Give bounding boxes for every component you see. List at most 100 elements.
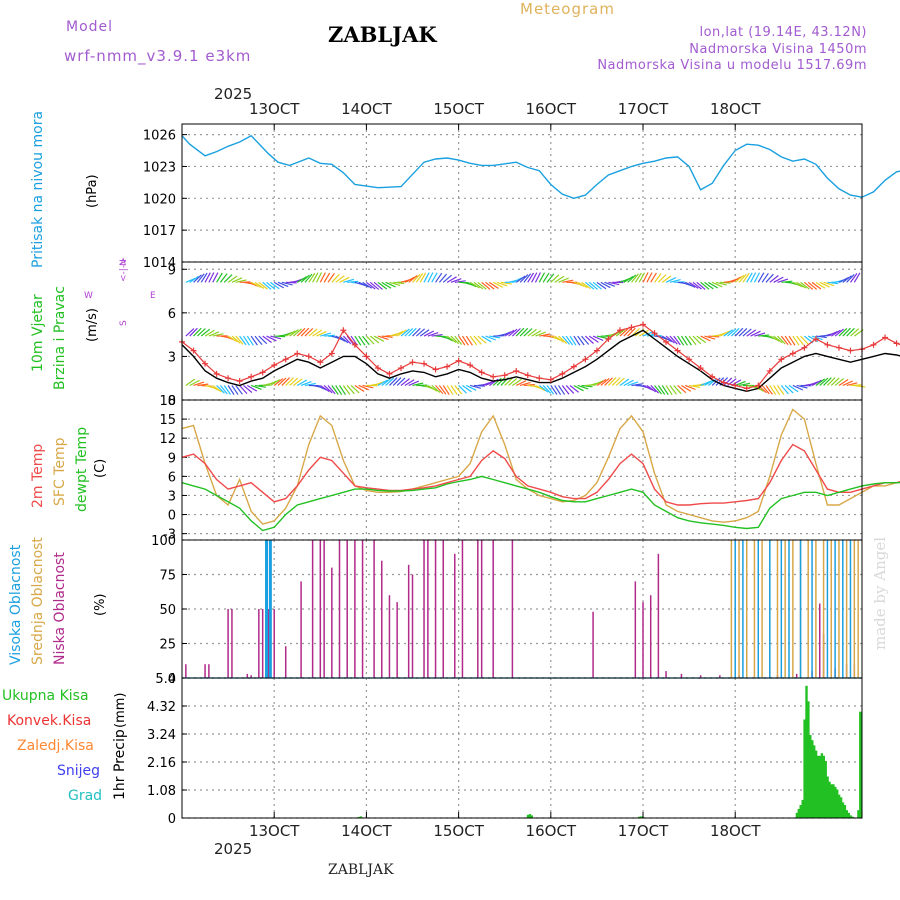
wind-arrow [554,385,562,396]
y-tick-label: 9 [168,451,176,466]
wind-arrow [600,281,611,289]
sfc-temp-line [181,408,900,525]
wind-arrow [634,272,642,283]
precip-bar [528,814,532,818]
wind-arrow [415,328,425,337]
wind-arrow [723,377,733,386]
wind-arrow [646,384,657,393]
wind-arrow [557,385,566,395]
wind-arrow [727,328,737,337]
y-tick-label: 0 [168,509,176,524]
wind-arrow [562,279,574,283]
wind-arrow [204,329,215,337]
wind-arrow [569,335,577,346]
wind-gust-marker [202,360,209,367]
wind-arrow [508,377,518,386]
wind-arrow [842,275,852,283]
wind-arrow [235,385,243,395]
wind-arrow [842,327,851,337]
precip-bar [849,815,852,818]
wind-arrow [581,281,591,290]
wind-arrow [642,272,649,283]
wind-arrow [312,272,319,283]
wind-gust-marker [432,366,439,373]
wind-arrow [216,385,225,394]
wind-arrow [849,273,858,283]
wind-arrow [270,281,280,290]
wind-arrow [708,335,720,338]
wind-arrow [527,272,535,283]
wind-gust-marker [778,356,785,363]
wind-arrow [466,384,477,391]
wind-gust-marker [513,367,520,374]
wind-arrow [731,276,742,283]
wind-arrow [508,328,518,337]
mid-cloud-label: Srednja Oblacnost [30,537,46,665]
wind-arrow [608,281,620,286]
wind-arrow [427,332,439,337]
wind-arrow [819,281,830,288]
precip-bar [839,797,843,818]
wind-arrow [619,328,629,337]
wind-arrow [281,281,293,286]
wind-arrow [519,381,531,387]
precip-bar [816,755,820,818]
wind-arrow [239,335,247,346]
wind-arrow [515,380,527,387]
wind-arrow [688,335,697,346]
precip-bar [847,812,850,818]
y-tick-label: 3.24 [147,728,176,743]
wind-gust-marker [444,363,451,370]
wind-arrow [208,272,215,283]
wind-arrow [254,281,265,289]
wind-arrow [189,327,198,337]
wind-gust-marker [490,373,497,380]
wind-arrow [504,377,514,386]
wind-arrow [615,377,625,386]
time-label-bottom: 13OCT [249,822,300,840]
wind-arrow [450,278,462,283]
wind-gust-marker [397,365,404,372]
dewpt-panel-label: dewpt Temp [74,427,90,512]
wind-arrow [500,331,512,337]
wind-gust-marker [374,365,381,372]
wind-arrow [665,385,673,396]
wind-arrow [227,335,238,343]
time-label-bottom: 18OCT [710,822,761,840]
wind-arrow [511,328,521,337]
wind-arrow [189,379,200,387]
precip-bar [834,786,837,818]
wind-arrow [723,329,734,337]
wind-arrow [689,384,701,388]
pressure-unit-label: (hPa) [85,174,100,208]
time-label-bottom: 14OCT [341,822,392,840]
wind-arrow [473,335,482,345]
y-tick-label: 9 [168,263,176,278]
wind-arrow [373,281,383,290]
wind-arrow [231,277,243,283]
wind-arrow [300,327,310,337]
year-label-top: 2025 [214,85,252,103]
wind-gust-marker [570,363,577,370]
t2m-panel-label: 2m Temp [30,444,46,508]
wind-arrow [304,327,314,337]
wind-arrow [627,381,639,387]
y-tick-label: 6 [168,307,176,322]
wind-arrow [604,377,613,386]
wind-arrow [784,385,794,394]
y-tick-label: 1014 [143,256,176,271]
y-tick-label: 12 [159,432,176,447]
wind-arrow [427,384,438,392]
wind-gust-marker [421,360,428,367]
time-label-bottom: 16OCT [526,822,577,840]
wind-gust-marker [674,347,681,354]
wind-gust-marker [732,382,739,389]
wind-gust-marker [559,370,566,377]
wind-arrow [677,335,685,346]
wind-arrow [442,385,450,396]
wind-gust-marker [605,335,612,342]
wind-arrow [396,377,406,386]
wind-arrow [592,380,604,387]
precip-bar [859,711,862,818]
wind-arrow [477,281,487,290]
